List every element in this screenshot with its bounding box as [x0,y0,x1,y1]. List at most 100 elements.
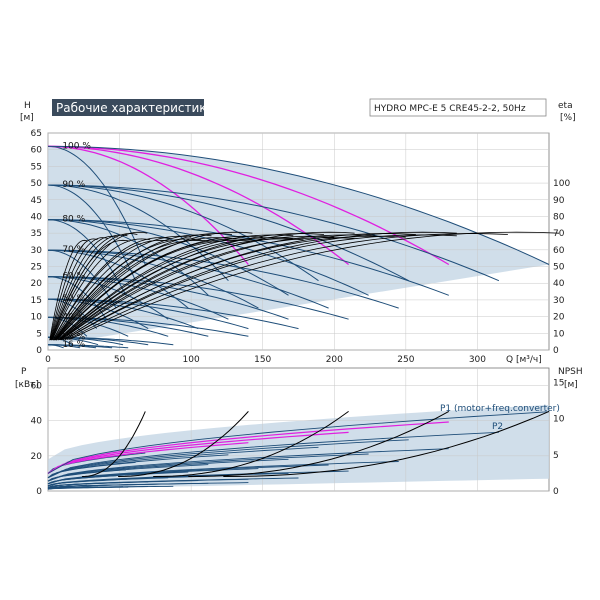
pump-curve [47,219,369,296]
efficiency-curve [56,239,253,341]
power-curve [47,442,249,474]
chart-title: Рабочие характеристики [56,101,214,115]
eta-tick-label: 40 [553,279,565,289]
power-tick-label: 0 [36,487,42,497]
eta-tick-label: 30 [553,296,565,306]
power-curve [47,464,209,482]
power-curve [47,486,129,490]
head-tick-label: 35 [31,229,42,239]
efficiency-curve [69,231,560,340]
efficiency-curve [61,234,376,341]
efficiency-curve [53,235,192,341]
pump-curve [47,184,319,282]
npsh-tick-label: 0 [553,487,559,497]
power-curve [47,477,299,488]
head-tick-label: 25 [31,263,42,273]
efficiency-curve [54,238,202,341]
head-tick-label: 60 [31,146,43,156]
efficiency-curve [67,233,508,341]
speed-label: 25 % [62,332,85,342]
y-axis-label-h: H [24,101,31,111]
pump-curve [47,145,550,265]
power-tick-label: 60 [31,382,43,392]
model-box [369,98,547,117]
x-tick-label: 50 [114,355,126,365]
power-tick-label: 40 [31,417,43,427]
efficiency-curve [59,235,335,341]
x-tick-label: 150 [254,355,271,365]
efficiency-curve [54,239,212,341]
speed-label: 70 % [62,245,85,255]
power-curve [47,458,289,482]
pump-curve [47,145,249,265]
efficiency-curve [56,238,253,341]
speed-label: 100 % [62,141,91,151]
power-curve [47,482,249,489]
npsh-tick-label: 10 [553,415,565,425]
pump-curve [48,276,229,320]
efficiency-curve [49,238,98,341]
pump-curve [47,145,349,266]
power-curve [47,454,229,479]
efficiency-curve [64,234,457,341]
y-axis-unit-h: [м] [20,113,34,123]
power-curve [47,439,409,479]
x-tick-label: 100 [183,355,200,365]
power-curve [47,453,369,482]
pump-curve [48,344,129,349]
power-operating-area-fill [48,404,549,490]
power-curve [47,461,399,485]
npsh-curve [223,410,550,477]
pump-curve [47,184,229,282]
eta-tick-label: 90 [553,196,565,206]
pump-curve [47,219,209,296]
chart-title-background [52,99,204,116]
eta-tick-label: 0 [553,346,559,356]
eta-tick-label: 70 [553,229,565,239]
speed-label: 80 % [62,215,85,225]
pump-curve [47,249,189,309]
efficiency-curve [51,238,151,341]
head-tick-label: 40 [31,212,43,222]
power-grid [47,368,549,492]
eta-tick-label: 80 [553,212,565,222]
efficiency-curve [62,235,406,341]
speed-label: 60 % [62,272,85,282]
head-tick-label: 55 [31,162,42,172]
efficiency-curve [58,238,304,341]
y2-axis-unit-npsh: [м] [564,380,578,390]
efficiency-curve [50,234,128,340]
power-tick-label: 20 [31,452,43,462]
head-tick-label: 15 [31,296,42,306]
efficiency-curve [55,237,233,341]
efficiency-curve [52,237,171,341]
head-tick-label: 20 [31,279,43,289]
efficiency-curve [52,239,171,341]
x-axis-label: Q [м³/ч] [506,355,542,365]
head-tick-label: 5 [36,329,42,339]
head-tick-label: 50 [31,179,43,189]
npsh-tick-label: 15 [553,378,564,388]
efficiency-curve [60,231,355,340]
eta-tick-label: 60 [553,246,565,256]
npsh-tick-label: 5 [553,451,559,461]
pump-curve [47,184,500,282]
efficiency-curve [51,239,130,341]
head-tick-label: 0 [36,346,42,356]
speed-label: 90 % [62,180,85,190]
power-curve [47,411,550,474]
efficiency-curve [57,234,294,341]
efficiency-curve [51,231,148,340]
speed-label: 16 % [62,340,85,350]
eta-tick-label: 100 [553,179,570,189]
y2-axis-unit-eta: [%] [560,113,576,123]
efficiency-curve [50,237,108,341]
speed-label: 50 % [62,294,85,304]
power-curve [47,448,449,482]
x-tick-label: 0 [45,355,51,365]
power-axes: 0 20 40 60 0 5 10 15 [31,378,565,497]
head-tick-label: 45 [31,196,42,206]
pump-curve [47,249,329,309]
